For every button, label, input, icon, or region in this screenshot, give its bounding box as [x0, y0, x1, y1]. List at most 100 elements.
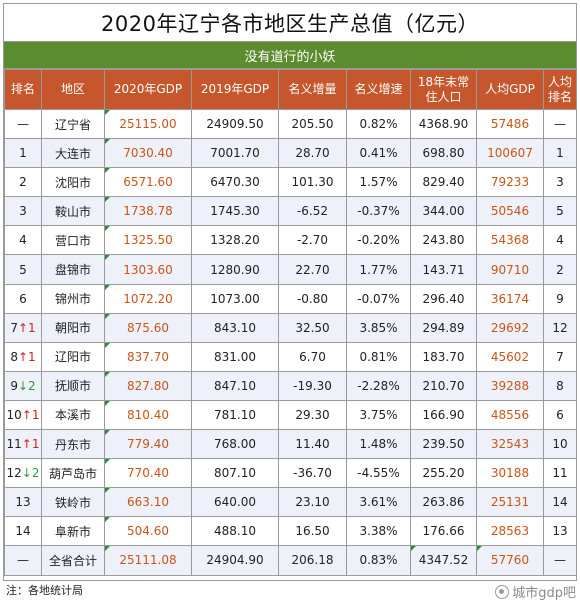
cell-gdp-2019: 24909.50: [191, 108, 279, 140]
cell-per-capita-rank: 10: [543, 429, 577, 460]
cell-gdp-2020: 810.40: [104, 399, 192, 431]
table-row: 1 大连市 7030.40 7001.70 28.70 0.41% 698.80 100607…: [4, 138, 577, 169]
cell-gdp-2019: 1328.20: [191, 225, 279, 256]
table-row: 2 沈阳市 6571.60 6470.30 101.30 1.57% 829.40 79233…: [4, 167, 577, 198]
watermark-logo-icon: [495, 584, 510, 599]
cell-rank: —: [4, 545, 42, 576]
cell-per-capita-rank: 9: [543, 283, 577, 314]
cell-nominal-increase: -36.70: [278, 458, 347, 489]
header-per-capita-gdp: 人均GDP: [476, 69, 544, 110]
cell-population: 255.20: [410, 458, 477, 489]
cell-per-capita-rank: 7: [543, 341, 577, 372]
cell-population: 263.86: [410, 487, 477, 518]
cell-gdp-2019: 1073.00: [191, 283, 279, 314]
cell-rank: 13: [4, 487, 42, 518]
rank-up-arrow: ↑1: [21, 407, 40, 422]
header-region: 地区: [41, 69, 105, 110]
cell-nominal-increase: 28.70: [278, 138, 347, 169]
rank-number: 14: [15, 524, 31, 539]
cell-region: 阜新市: [41, 516, 105, 547]
cell-region: 全省合计: [41, 545, 105, 576]
cell-gdp-2019: 640.00: [191, 487, 279, 518]
cell-per-capita-rank: 14: [543, 487, 577, 518]
cell-nominal-growth: 0.82%: [346, 108, 411, 140]
cell-gdp-2019: 831.00: [191, 341, 279, 372]
cell-region: 本溪市: [41, 399, 105, 431]
cell-nominal-increase: -19.30: [278, 370, 347, 401]
cell-region: 辽宁省: [41, 108, 105, 140]
header-per-capita-rank: 人均排名: [543, 69, 577, 110]
watermark-text: 城市gdp吧: [512, 586, 576, 601]
cell-gdp-2019: 24904.90: [191, 545, 279, 576]
cell-gdp-2019: 488.10: [191, 516, 279, 547]
table-row: 9↓2 抚顺市 827.80 847.10 -19.30 -2.28% 210.70 3928…: [4, 370, 577, 401]
cell-population: 176.66: [410, 516, 477, 547]
cell-nominal-increase: -2.70: [278, 225, 347, 256]
cell-nominal-increase: 6.70: [278, 341, 347, 372]
table-row: 10↑1 本溪市 810.40 781.10 29.30 3.75% 166.90 48556…: [4, 399, 577, 431]
cell-population: 344.00: [410, 196, 477, 227]
cell-nominal-increase: 23.10: [278, 487, 347, 518]
cell-nominal-increase: 11.40: [278, 429, 347, 460]
cell-rank: 3: [4, 196, 42, 227]
table-row: — 辽宁省 25115.00 24909.50 205.50 0.82% 4368.90 57…: [4, 108, 577, 140]
cell-per-capita-gdp: 39288: [476, 370, 544, 401]
cell-per-capita-gdp: 28563: [476, 516, 544, 547]
cell-nominal-increase: 22.70: [278, 254, 347, 285]
cell-per-capita-gdp: 48556: [476, 399, 544, 431]
cell-per-capita-rank: 1: [543, 138, 577, 169]
rank-number: 4: [19, 233, 27, 248]
cell-gdp-2020: 504.60: [104, 516, 192, 547]
cell-per-capita-gdp: 50546: [476, 196, 544, 227]
cell-rank: 10↑1: [4, 399, 42, 431]
cell-region: 朝阳市: [41, 312, 105, 343]
cell-population: 183.70: [410, 341, 477, 372]
cell-per-capita-rank: 3: [543, 167, 577, 198]
table-header-row: 排名 地区 2020年GDP 2019年GDP 名义增量 名义增速 18年末常住…: [4, 69, 577, 110]
table-row: 13 铁岭市 663.10 640.00 23.10 3.61% 263.86 25131 14: [4, 487, 577, 518]
table-row: 7↑1 朝阳市 875.60 843.10 32.50 3.85% 294.89 29692 1…: [4, 312, 577, 343]
header-nominal-increase: 名义增量: [278, 69, 347, 110]
header-gdp-2019: 2019年GDP: [191, 69, 279, 110]
table-row: — 全省合计 25111.08 24904.90 206.18 0.83% 4347.52 5…: [4, 545, 577, 576]
rank-number: 11: [6, 437, 22, 452]
cell-region: 沈阳市: [41, 167, 105, 198]
cell-nominal-growth: 0.83%: [346, 545, 411, 576]
cell-rank: 1: [4, 138, 42, 169]
cell-gdp-2020: 663.10: [104, 487, 192, 518]
cell-gdp-2019: 7001.70: [191, 138, 279, 169]
cell-population: 239.50: [410, 429, 477, 460]
cell-population: 294.89: [410, 312, 477, 343]
cell-per-capita-gdp: 29692: [476, 312, 544, 343]
cell-per-capita-gdp: 90710: [476, 254, 544, 285]
cell-per-capita-gdp: 57486: [476, 108, 544, 140]
table-row: 4 营口市 1325.50 1328.20 -2.70 -0.20% 243.80 54368…: [4, 225, 577, 256]
cell-rank: 4: [4, 225, 42, 256]
cell-gdp-2019: 1745.30: [191, 196, 279, 227]
cell-nominal-increase: 101.30: [278, 167, 347, 198]
cell-per-capita-rank: 12: [543, 312, 577, 343]
cell-rank: 5: [4, 254, 42, 285]
cell-nominal-growth: 3.38%: [346, 516, 411, 547]
cell-region: 大连市: [41, 138, 105, 169]
cell-nominal-growth: 0.81%: [346, 341, 411, 372]
cell-rank: 7↑1: [4, 312, 42, 343]
cell-region: 盘锦市: [41, 254, 105, 285]
cell-population: 166.90: [410, 399, 477, 431]
cell-population: 698.80: [410, 138, 477, 169]
cell-nominal-growth: 1.57%: [346, 167, 411, 198]
rank-number: 12: [6, 466, 22, 481]
cell-gdp-2019: 843.10: [191, 312, 279, 343]
cell-population: 243.80: [410, 225, 477, 256]
cell-gdp-2019: 781.10: [191, 399, 279, 431]
cell-rank: 11↑1: [4, 429, 42, 460]
header-population: 18年末常住人口: [410, 69, 477, 110]
cell-nominal-growth: -4.55%: [346, 458, 411, 489]
cell-rank: 12↓2: [4, 458, 42, 489]
cell-nominal-increase: -0.80: [278, 283, 347, 314]
cell-nominal-increase: 205.50: [278, 108, 347, 140]
cell-population: 210.70: [410, 370, 477, 401]
cell-nominal-growth: -0.07%: [346, 283, 411, 314]
header-gdp-2020: 2020年GDP: [104, 69, 192, 110]
cell-region: 丹东市: [41, 429, 105, 460]
